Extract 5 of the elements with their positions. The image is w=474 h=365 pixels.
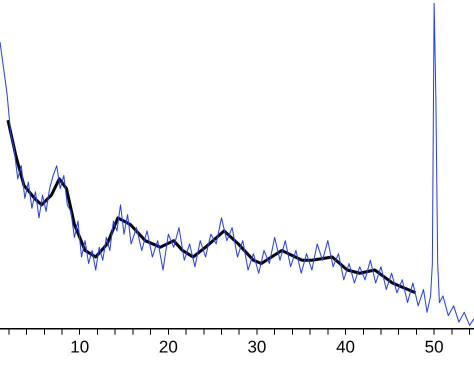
x-tick-label: 20 [158,337,178,356]
x-tick-label: 30 [247,337,266,356]
x-tick-label: 50 [424,337,444,356]
x-tick-label: 10 [70,337,90,356]
x-tick-label: 40 [336,337,355,356]
